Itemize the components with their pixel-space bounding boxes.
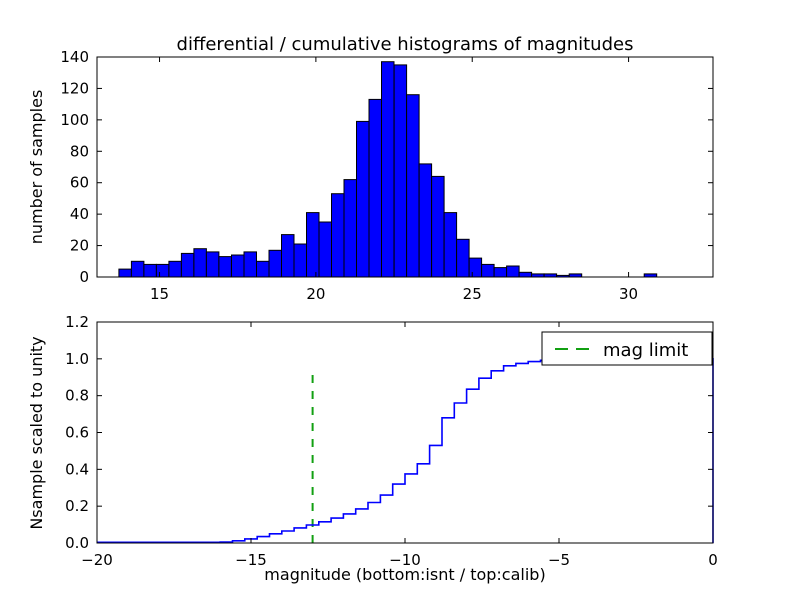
top-y-axis-label: number of samples xyxy=(27,90,46,245)
x-tick-label: −10 xyxy=(389,551,421,569)
histogram-bar xyxy=(293,243,307,278)
histogram-bar xyxy=(431,175,445,278)
x-tick-label: −20 xyxy=(81,551,113,569)
histogram-bar xyxy=(381,61,395,278)
top-axes-frame xyxy=(96,56,714,278)
y-tick-label: 0.8 xyxy=(65,387,89,405)
legend-box: mag limit xyxy=(541,331,713,366)
histogram-bar xyxy=(456,238,470,278)
histogram-bar xyxy=(143,263,157,278)
y-tick-label: 0.4 xyxy=(65,460,89,478)
y-tick-label: 80 xyxy=(70,142,89,160)
x-tick-label: −5 xyxy=(548,551,570,569)
x-tick-label: −15 xyxy=(235,551,267,569)
x-axis-label: magnitude (bottom:isnt / top:calib) xyxy=(264,565,545,584)
histogram-bar xyxy=(268,249,282,278)
x-tick-label: 0 xyxy=(708,551,718,569)
y-tick-label: 0.6 xyxy=(65,424,89,442)
histogram-bar xyxy=(218,256,232,278)
y-tick-label: 0.2 xyxy=(65,497,89,515)
y-tick-label: 1.0 xyxy=(65,350,89,368)
y-tick-label: 20 xyxy=(70,237,89,255)
bottom-axes-cumulative-histogram: −20 −15 −10 −5 0 0.0 0.2 0.4 0.6 0.8 1.0 1.2 Nsampl… xyxy=(27,313,718,584)
x-tick-label: 20 xyxy=(306,285,325,303)
top-axes-differential-histogram: 15 20 25 30 0 20 40 60 80 100 120 140 number of sam… xyxy=(27,48,714,303)
cumulative-step-curve xyxy=(97,358,714,544)
histogram-bar xyxy=(180,252,195,278)
histogram-bar xyxy=(343,179,357,278)
histogram-bar xyxy=(243,251,257,278)
histogram-bar xyxy=(331,193,345,278)
histogram-bar xyxy=(318,221,332,278)
top-axes-ticks: 15 20 25 30 0 20 40 60 80 100 120 140 xyxy=(60,48,713,303)
histogram-bar xyxy=(118,268,132,278)
y-tick-label: 0 xyxy=(79,268,89,286)
y-tick-label: 120 xyxy=(60,79,89,97)
y-tick-label: 60 xyxy=(70,174,89,192)
y-tick-label: 140 xyxy=(60,48,89,66)
histogram-bar xyxy=(306,212,320,278)
cumulative-curve-and-limit-line xyxy=(97,358,714,544)
histogram-bar xyxy=(205,251,220,278)
y-tick-label: 0.0 xyxy=(65,534,89,552)
histogram-bar xyxy=(418,163,433,278)
histogram-bar xyxy=(155,263,170,278)
histogram-bar xyxy=(481,263,495,278)
histogram-bar xyxy=(356,120,370,278)
histogram-bar xyxy=(168,260,182,278)
histogram-bar xyxy=(281,234,295,278)
y-tick-label: 1.2 xyxy=(65,313,89,331)
bottom-axes-ticks: −20 −15 −10 −5 0 0.0 0.2 0.4 0.6 0.8 1.0 1.2 xyxy=(65,313,718,569)
histogram-bar xyxy=(193,248,207,278)
histogram-bar xyxy=(406,94,420,278)
histogram-bar xyxy=(256,260,270,278)
x-tick-label: 30 xyxy=(619,285,638,303)
histogram-bar xyxy=(393,64,408,278)
figure-title: differential / cumulative histograms of … xyxy=(177,34,634,55)
legend-frame xyxy=(541,331,713,366)
y-tick-label: 100 xyxy=(60,111,89,129)
histogram-bars xyxy=(118,61,658,278)
histogram-bar xyxy=(506,265,520,278)
legend-label: mag limit xyxy=(603,340,688,361)
histogram-bar xyxy=(231,254,245,278)
histogram-bar xyxy=(518,271,533,278)
x-tick-label: 15 xyxy=(150,285,169,303)
histogram-bar xyxy=(443,212,458,278)
y-tick-label: 40 xyxy=(70,205,89,223)
bottom-y-axis-label: Nsample scaled to unity xyxy=(27,336,46,529)
x-tick-label: 25 xyxy=(463,285,482,303)
histogram-bar xyxy=(368,98,382,278)
histogram-bar xyxy=(468,257,483,278)
histogram-bar xyxy=(493,267,508,278)
histogram-bar xyxy=(130,260,145,278)
